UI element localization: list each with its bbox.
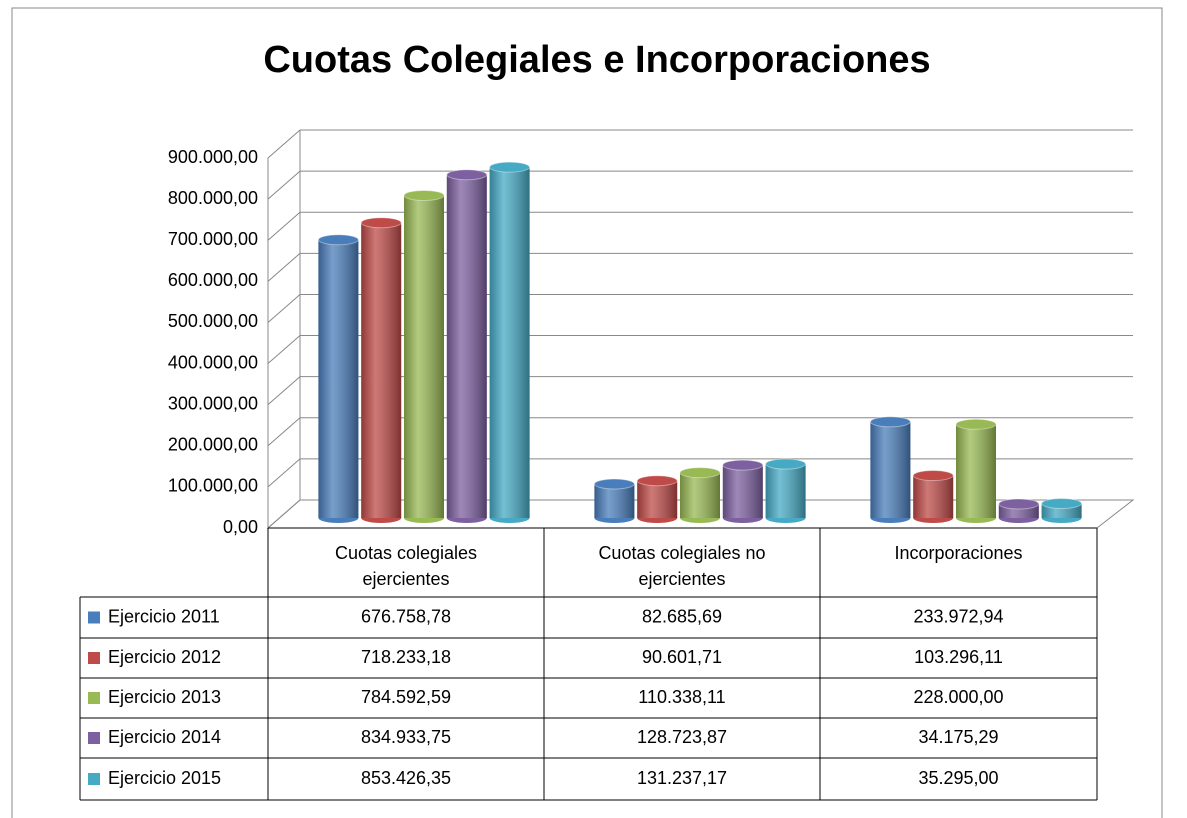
grid-line-side bbox=[267, 294, 301, 323]
bar-shade bbox=[637, 480, 678, 518]
legend-label: Ejercicio 2013 bbox=[108, 687, 221, 707]
legend-label: Ejercicio 2014 bbox=[108, 727, 221, 747]
table-value: 110.338,11 bbox=[638, 687, 725, 707]
bar-top bbox=[446, 169, 488, 181]
legend-swatch bbox=[88, 652, 100, 664]
category-label: Cuotas colegiales no ejercientes bbox=[598, 543, 766, 589]
grid-line-side bbox=[267, 211, 301, 241]
legend-swatch bbox=[88, 611, 100, 624]
bar-top bbox=[317, 234, 359, 246]
y-tick-label: 700.000,00 bbox=[168, 229, 258, 249]
bar-shade bbox=[446, 174, 487, 518]
legend-label: Ejercicio 2011 bbox=[108, 606, 220, 626]
bar-shade bbox=[318, 239, 359, 518]
table-value: 233.972,94 bbox=[913, 606, 1003, 626]
grid-line-side bbox=[267, 417, 301, 447]
bar-shade bbox=[489, 167, 530, 518]
chart-frame bbox=[11, 7, 1163, 818]
table-value: 718.233,18 bbox=[361, 647, 451, 667]
bar-top bbox=[955, 418, 997, 430]
bar-shade bbox=[680, 472, 720, 518]
table-value: 228.000,00 bbox=[913, 687, 1003, 707]
table-value: 853.426,35 bbox=[361, 768, 451, 788]
grid-line-side bbox=[267, 335, 301, 364]
bar-top bbox=[869, 416, 911, 428]
bar-shade bbox=[765, 464, 806, 518]
bar-shade bbox=[361, 222, 402, 518]
table-value: 90.601,71 bbox=[642, 647, 722, 667]
grid-line-side bbox=[267, 458, 301, 488]
y-tick-label: 400.000,00 bbox=[168, 352, 258, 372]
grid-line-side bbox=[267, 376, 301, 406]
y-tick-label: 600.000,00 bbox=[168, 270, 258, 290]
legend-swatch bbox=[88, 692, 100, 704]
bar-top bbox=[679, 467, 721, 479]
bar-shade bbox=[956, 424, 996, 518]
bar-top bbox=[489, 161, 531, 173]
table-value: 128.723,87 bbox=[637, 727, 727, 747]
legend-label: Ejercicio 2012 bbox=[108, 647, 221, 667]
bar-top bbox=[593, 478, 635, 490]
grid-line-side bbox=[267, 252, 301, 282]
category-label: Cuotas colegiales ejercientes bbox=[334, 543, 478, 589]
bar-top bbox=[722, 459, 764, 471]
y-tick-label: 300.000,00 bbox=[168, 393, 258, 413]
category-label: Incorporaciones bbox=[894, 543, 1023, 563]
bar-shade bbox=[870, 421, 911, 518]
bar-top bbox=[636, 475, 678, 487]
bar-top bbox=[360, 217, 402, 229]
grid-line-side bbox=[267, 129, 301, 159]
y-tick-label: 200.000,00 bbox=[168, 435, 258, 455]
legend-swatch bbox=[88, 732, 100, 744]
y-tick-label: 800.000,00 bbox=[168, 188, 258, 208]
chart-title: Cuotas Colegiales e Incorporaciones bbox=[263, 39, 930, 81]
bar-top bbox=[912, 470, 954, 482]
y-tick-label: 0,00 bbox=[223, 517, 258, 537]
grid-line-side bbox=[267, 170, 301, 200]
bar-top bbox=[998, 498, 1040, 510]
bar-top bbox=[1041, 497, 1083, 509]
table-value: 34.175,29 bbox=[918, 727, 998, 747]
table-value: 834.933,75 bbox=[361, 727, 451, 747]
table-value: 82.685,69 bbox=[642, 606, 722, 626]
y-tick-label: 900.000,00 bbox=[168, 147, 258, 167]
grid-line-side bbox=[267, 499, 301, 529]
bar-shade bbox=[404, 195, 444, 519]
bar-shade bbox=[594, 484, 635, 518]
y-tick-label: 500.000,00 bbox=[168, 311, 258, 331]
bar-top bbox=[403, 189, 445, 201]
table-value: 131.237,17 bbox=[637, 768, 727, 788]
table-value: 676.758,78 bbox=[361, 606, 451, 626]
table-value: 103.296,11 bbox=[914, 647, 1003, 667]
bar-shade bbox=[722, 465, 763, 518]
table-value: 784.592,59 bbox=[361, 687, 451, 707]
bar-top bbox=[765, 458, 807, 470]
bar-shade bbox=[913, 475, 954, 518]
y-tick-label: 100.000,00 bbox=[168, 476, 258, 496]
legend-swatch bbox=[88, 773, 100, 785]
table-value: 35.295,00 bbox=[918, 768, 998, 788]
legend-label: Ejercicio 2015 bbox=[108, 768, 221, 788]
